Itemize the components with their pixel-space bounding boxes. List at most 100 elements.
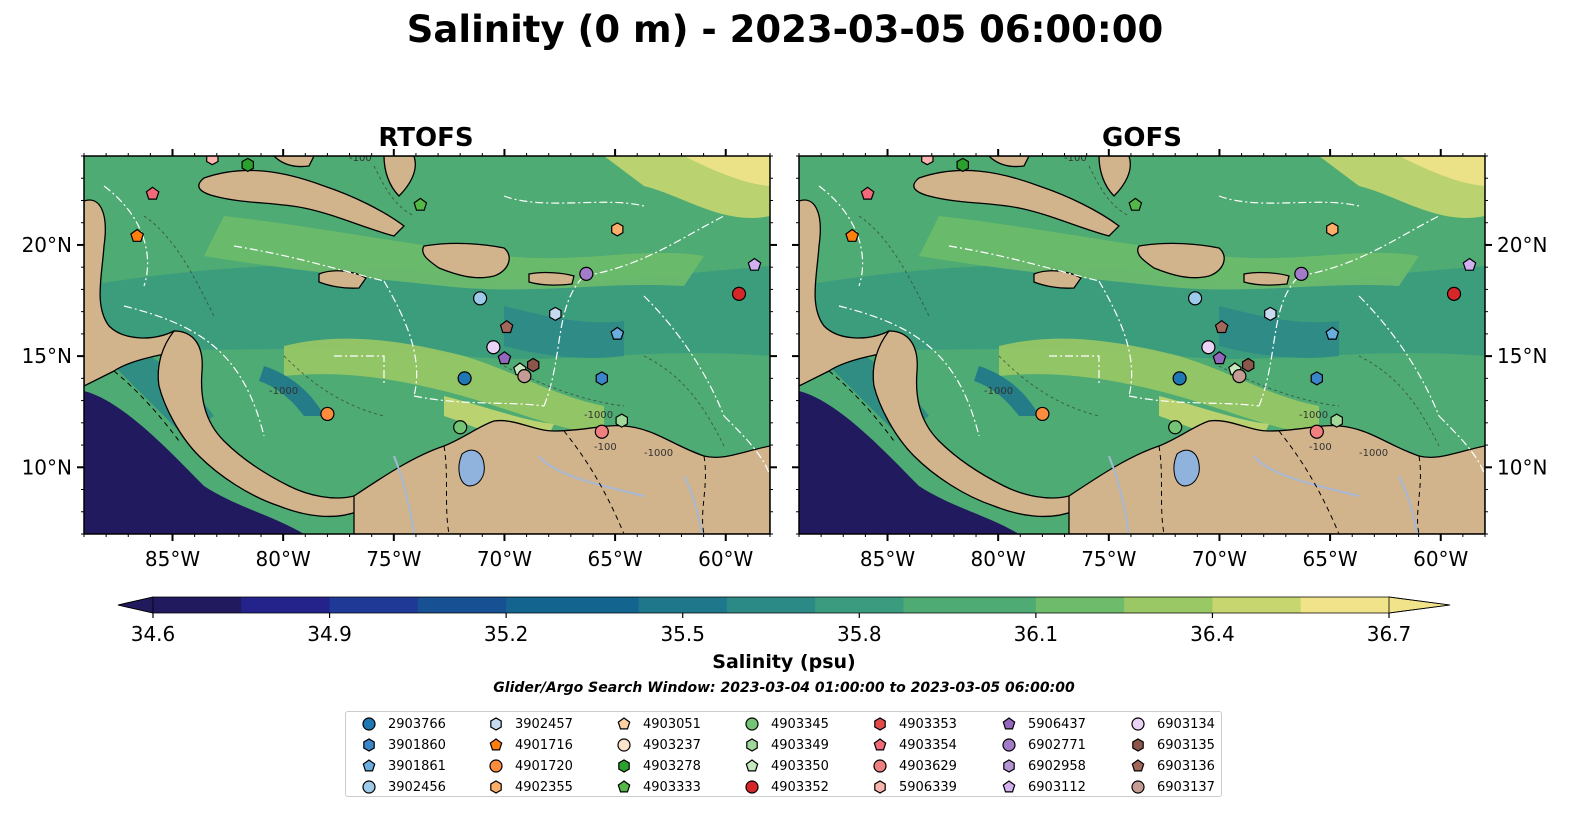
float-marker-3902456: [1188, 291, 1203, 306]
landmass: [318, 270, 367, 289]
legend-marker-4903349: [746, 738, 758, 752]
float-marker-4903237: [201, 138, 214, 151]
legend-label: 4903237: [643, 737, 701, 753]
eez-boundary: [123, 305, 265, 437]
legend-marker-6903135: [1132, 738, 1144, 752]
legend-item-5906437: 5906437: [998, 714, 1086, 734]
map-panel-gofs: GOFS -100 -1000 -1000 -1000 -100 85°W 80°W 75°…: [792, 123, 1547, 571]
colorbar-bin: [550, 597, 596, 613]
colorbar-tick-label: 35.2: [484, 622, 529, 646]
landmass: [1098, 156, 1131, 197]
legend-marker-3902456: [362, 780, 376, 794]
landmass: [422, 242, 510, 279]
legend-marker-hexagon-icon: [490, 717, 502, 731]
legend-label: 3902456: [388, 779, 446, 795]
bathymetry-contour: [643, 355, 725, 447]
legend-marker-circle-icon: [362, 780, 376, 794]
colorbar-bin: [241, 597, 287, 613]
float-marker-6903135: [1242, 357, 1255, 373]
legend-marker-circle-icon: [1002, 738, 1016, 752]
float-marker-6903134: [1201, 340, 1216, 355]
legend-item-6903112: 6903112: [998, 777, 1086, 797]
legend-label: 4903354: [899, 737, 957, 753]
float-marker-4901720: [320, 406, 335, 422]
legend-label: 4902355: [515, 779, 573, 795]
x-tick-label: 65°W: [1302, 547, 1357, 571]
float-marker-4903352: [731, 286, 747, 301]
colorbar: 34.6 34.9 35.2 35.5 35.8 36.1 36.4 36.7 Salinit…: [117, 596, 1451, 673]
colorbar-bin: [638, 597, 684, 613]
colorbar-tick-label: 36.4: [1190, 622, 1235, 646]
legend-marker-4901716: [489, 738, 503, 751]
legend-marker-hexagon-icon: [618, 759, 630, 773]
colorbar-bin: [462, 597, 507, 613]
legend-marker-3901860: [363, 738, 375, 752]
x-tick-label: 70°W: [477, 547, 532, 571]
legend-marker-3902457: [490, 717, 502, 731]
colorbar-bin: [1212, 597, 1258, 613]
legend-item-4903352: 4903352: [741, 777, 829, 797]
float-marker-4903353: [189, 127, 200, 140]
float-marker-4903278: [241, 157, 254, 173]
eez-boundary: [583, 215, 725, 277]
y-tick-label: 20°N: [1497, 233, 1547, 257]
legend-label: 6903112: [1028, 779, 1086, 795]
legend-marker-6903136: [1131, 759, 1145, 772]
float-marker-6903137: [517, 369, 532, 384]
legend-item-4903333: 4903333: [613, 777, 701, 797]
colorbar-tick-label: 34.6: [131, 622, 176, 646]
lake-maracaibo: [458, 449, 485, 487]
eez-boundary: [1098, 280, 1133, 397]
legend-marker-pentagon-icon: [1131, 759, 1145, 772]
country-border: [563, 430, 625, 534]
river: [393, 455, 415, 534]
float-marker-2903766: [457, 371, 472, 386]
eez-boundary: [1258, 275, 1300, 407]
colorbar-bin: [726, 597, 772, 613]
legend-item-4903345: 4903345: [741, 714, 829, 734]
legend-marker-3901861: [362, 759, 376, 772]
colorbar-bin: [815, 597, 860, 613]
legend-item-4903629: 4903629: [869, 756, 957, 776]
figure-title: Salinity (0 m) - 2023-03-05 06:00:00: [407, 8, 1163, 51]
colorbar-extend-max: [1388, 596, 1451, 614]
legend-marker-hexagon-icon: [874, 780, 886, 794]
legend-item-2903766: 2903766: [358, 714, 446, 734]
legend-marker-4903354: [873, 738, 887, 751]
bathymetry-contour: [1088, 165, 1130, 217]
legend-marker-2903766: [362, 717, 376, 731]
legend-marker-pentagon-icon: [617, 780, 631, 793]
legend-label: 2903766: [388, 716, 446, 732]
country-border: [443, 445, 450, 534]
legend-marker-circle-icon: [1131, 780, 1145, 794]
landmass: [273, 156, 315, 168]
colorbar-bin: [1124, 597, 1169, 613]
axes-rtofs: 85°W 80°W 75°W 70°W 65°W 60°W 10°N 15°N 20°N: [22, 149, 777, 571]
x-tick-label: 85°W: [860, 547, 915, 571]
salinity-band: [974, 366, 1039, 416]
colorbar-bin: [682, 597, 728, 613]
contour-label: -100: [1064, 153, 1087, 164]
float-marker-4903349: [1330, 413, 1344, 428]
x-tick-label: 75°W: [1081, 547, 1136, 571]
contour-label: -100: [349, 153, 372, 164]
colorbar-tick-label: 34.9: [307, 622, 352, 646]
legend-marker-hexagon-icon: [1003, 759, 1015, 773]
salinity-band: [1219, 306, 1339, 358]
axes-gofs: 85°W 80°W 75°W 70°W 65°W 60°W 10°N 15°N 20°N: [792, 149, 1547, 571]
contour-label: -100: [1309, 442, 1332, 453]
eez-boundary: [233, 245, 385, 282]
float-marker-6902958: [931, 123, 942, 136]
float-marker-4903354: [860, 186, 875, 200]
colorbar-tick-label: 35.5: [660, 622, 705, 646]
legend-item-5906339: 5906339: [869, 777, 957, 797]
float-marker-5906437: [497, 351, 512, 365]
colorbar-bin: [506, 597, 551, 613]
legend-label: 4903350: [771, 758, 829, 774]
map-frame-rtofs: [83, 155, 771, 535]
legend-label: 6902958: [1028, 758, 1086, 774]
pacific-ocean: [799, 391, 1019, 534]
colorbar-bin: [903, 597, 949, 613]
legend-marker-circle-icon: [1131, 717, 1145, 731]
legend-label: 4903345: [771, 716, 829, 732]
